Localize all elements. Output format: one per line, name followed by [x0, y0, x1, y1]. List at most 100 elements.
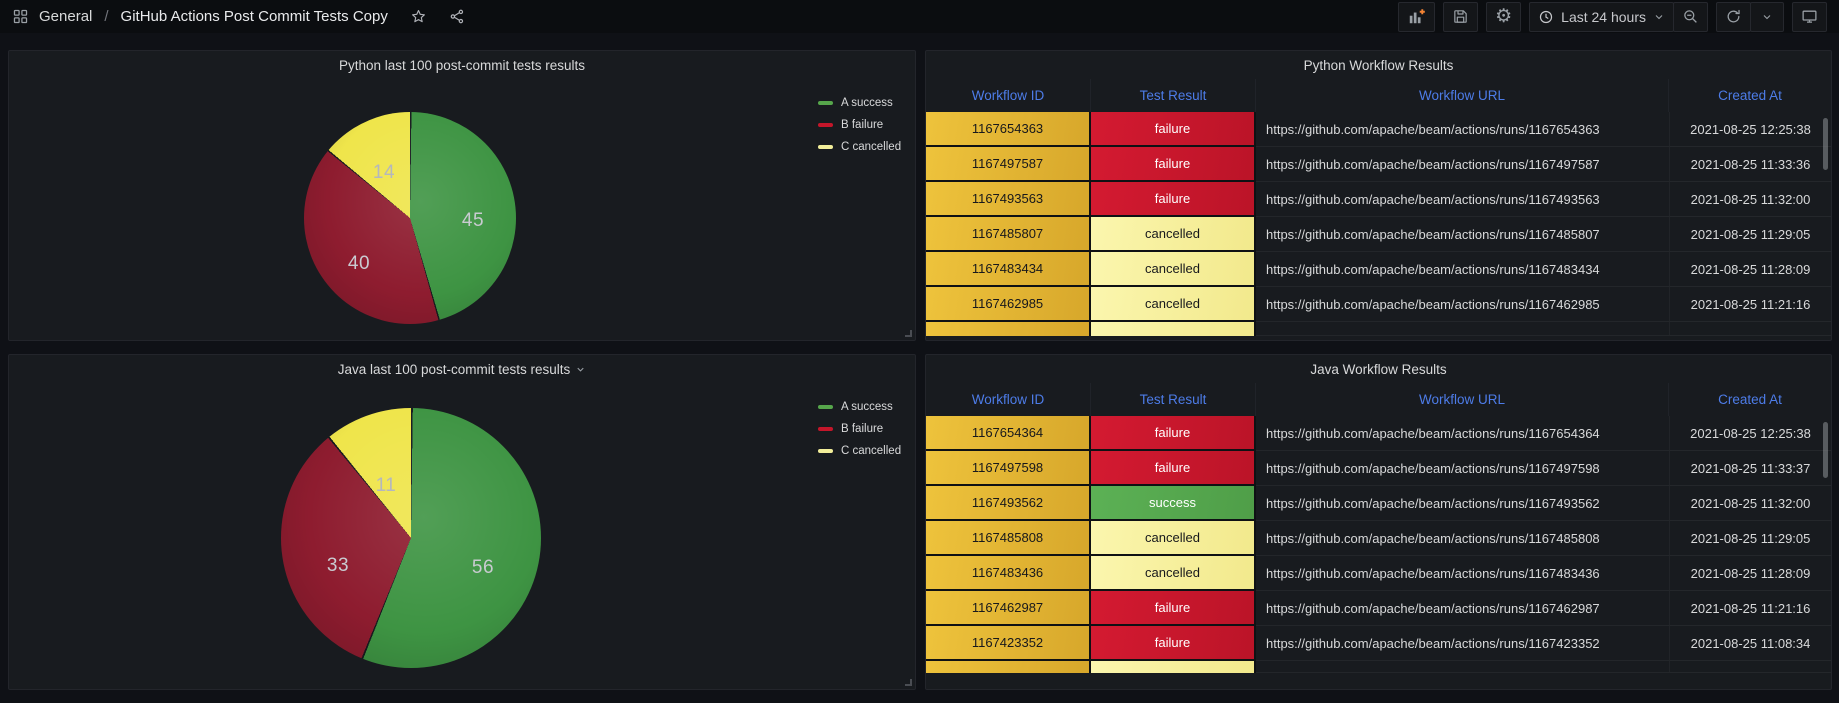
zoom-out-icon	[1684, 10, 1697, 23]
column-header-created-at[interactable]: Created At	[1718, 88, 1782, 103]
panel-title: Python last 100 post-commit tests result…	[338, 57, 586, 73]
workflow-url-cell: https://github.com/apache/beam/actions/r…	[1256, 416, 1669, 451]
table-scrollbar[interactable]	[1823, 118, 1828, 170]
panel-header-java-table[interactable]: Java Workflow Results	[926, 355, 1831, 383]
dashboards-grid-icon[interactable]	[12, 8, 29, 25]
workflow-url-cell: https://github.com/apache/beam/actions/r…	[1256, 451, 1669, 486]
created-at-cell: 2021-08-25 11:33:36	[1669, 147, 1831, 182]
legend: A success B failure C cancelled	[818, 401, 901, 457]
add-panel-button[interactable]	[1398, 1, 1436, 32]
zoom-out-time-button[interactable]	[1673, 1, 1708, 32]
star-icon[interactable]	[410, 8, 427, 25]
created-at-cell: 2021-08-25 12:25:38	[1669, 112, 1831, 147]
table-row: 1167462985 cancelled https://github.com/…	[926, 287, 1831, 322]
pie-value-failure: 40	[347, 253, 371, 274]
test-result-cell	[1091, 661, 1256, 673]
breadcrumb-folder[interactable]: General	[39, 8, 93, 25]
workflow-id-cell: 1167485808	[926, 521, 1091, 556]
column-header-workflow-id[interactable]: Workflow ID	[926, 383, 1091, 416]
top-navbar: General / GitHub Actions Post Commit Tes…	[0, 0, 1839, 33]
created-at-cell	[1669, 661, 1831, 673]
legend-item[interactable]: A success	[818, 97, 901, 109]
workflow-id-cell: 1167462985	[926, 287, 1091, 322]
column-header-workflow-url[interactable]: Workflow URL	[1256, 79, 1669, 112]
legend-label: B failure	[841, 119, 884, 131]
workflow-id-cell: 1167493563	[926, 182, 1091, 217]
table-row: 1167483434 cancelled https://github.com/…	[926, 252, 1831, 287]
legend-swatch	[818, 449, 833, 453]
pie-chart-python[interactable]	[304, 112, 516, 324]
pie-value-success: 45	[461, 210, 485, 231]
legend-swatch	[818, 427, 833, 431]
test-result-cell: failure	[1091, 147, 1256, 182]
share-icon[interactable]	[449, 8, 466, 25]
legend-label: C cancelled	[841, 445, 902, 457]
table-row: 1167462987 failure https://github.com/ap…	[926, 591, 1831, 626]
legend-item[interactable]: C cancelled	[818, 141, 901, 153]
workflow-id-cell	[926, 661, 1091, 673]
column-header-workflow-url[interactable]: Workflow URL	[1256, 383, 1669, 416]
test-result-cell: success	[1091, 486, 1256, 521]
column-header-workflow-id[interactable]: Workflow ID	[926, 79, 1091, 112]
legend-label: B failure	[841, 423, 884, 435]
pie-value-cancelled: 14	[372, 162, 396, 183]
workflow-url-cell: https://github.com/apache/beam/actions/r…	[1256, 112, 1669, 147]
pie-chart-java[interactable]	[281, 408, 541, 668]
test-result-cell: cancelled	[1091, 252, 1256, 287]
workflow-id-cell: 1167654364	[926, 416, 1091, 451]
panel-title: Java Workflow Results	[1310, 361, 1447, 377]
workflow-url-cell: https://github.com/apache/beam/actions/r…	[1256, 556, 1669, 591]
workflow-url-cell: https://github.com/apache/beam/actions/r…	[1256, 626, 1669, 661]
test-result-cell: failure	[1091, 451, 1256, 486]
workflow-url-cell	[1256, 661, 1669, 673]
breadcrumb: General / GitHub Actions Post Commit Tes…	[12, 8, 466, 25]
refresh-interval-button[interactable]	[1750, 1, 1784, 32]
chevron-down-icon	[1763, 14, 1771, 19]
legend-item[interactable]: B failure	[818, 423, 901, 435]
dashboard-settings-button[interactable]: ⚙	[1486, 1, 1522, 32]
legend-swatch	[818, 405, 833, 409]
test-result-cell: cancelled	[1091, 287, 1256, 322]
cycle-view-mode-button[interactable]	[1792, 1, 1827, 32]
time-range-picker[interactable]: Last 24 hours	[1529, 1, 1674, 32]
workflow-url-cell: https://github.com/apache/beam/actions/r…	[1256, 287, 1669, 322]
panel-header-python-pie[interactable]: Python last 100 post-commit tests result…	[9, 51, 915, 79]
workflow-url-cell: https://github.com/apache/beam/actions/r…	[1256, 521, 1669, 556]
test-result-cell: failure	[1091, 416, 1256, 451]
panel-resize-handle[interactable]	[905, 330, 912, 337]
panel-java-pie: Java last 100 post-commit tests results …	[8, 354, 916, 690]
workflow-url-cell: https://github.com/apache/beam/actions/r…	[1256, 147, 1669, 182]
pie-value-cancelled: 11	[375, 475, 397, 496]
legend-item[interactable]: A success	[818, 401, 901, 413]
panel-java-table: Java Workflow Results Workflow ID Test R…	[925, 354, 1832, 690]
workflow-id-cell: 1167483436	[926, 556, 1091, 591]
table-body: 1167654364 failure https://github.com/ap…	[926, 416, 1831, 689]
save-dashboard-button[interactable]	[1443, 1, 1479, 32]
legend-item[interactable]: C cancelled	[818, 445, 901, 457]
table-row: 1167497598 failure https://github.com/ap…	[926, 451, 1831, 486]
workflow-url-cell: https://github.com/apache/beam/actions/r…	[1256, 486, 1669, 521]
refresh-button[interactable]	[1716, 1, 1751, 32]
panel-header-python-table[interactable]: Python Workflow Results	[926, 51, 1831, 79]
legend-item[interactable]: B failure	[818, 119, 901, 131]
table-scrollbar[interactable]	[1823, 422, 1828, 478]
created-at-cell: 2021-08-25 11:29:05	[1669, 521, 1831, 556]
refresh-group	[1716, 1, 1784, 32]
dashboard-title: GitHub Actions Post Commit Tests Copy	[120, 8, 388, 25]
panel-python-pie: Python last 100 post-commit tests result…	[8, 50, 916, 341]
table-row: 1167493563 failure https://github.com/ap…	[926, 182, 1831, 217]
created-at-cell: 2021-08-25 11:32:00	[1669, 486, 1831, 521]
column-header-created-at[interactable]: Created At	[1718, 392, 1782, 407]
panel-resize-handle[interactable]	[905, 679, 912, 686]
created-at-cell: 2021-08-25 11:33:37	[1669, 451, 1831, 486]
column-header-test-result[interactable]: Test Result	[1091, 79, 1256, 112]
column-header-test-result[interactable]: Test Result	[1091, 383, 1256, 416]
test-result-cell: failure	[1091, 626, 1256, 661]
dashboard-grid: Python last 100 post-commit tests result…	[0, 33, 1839, 703]
table-body: 1167654363 failure https://github.com/ap…	[926, 112, 1831, 340]
test-result-cell: failure	[1091, 591, 1256, 626]
legend: A success B failure C cancelled	[818, 97, 901, 153]
legend-label: A success	[841, 401, 893, 413]
add-panel-icon	[1409, 9, 1425, 24]
panel-header-java-pie[interactable]: Java last 100 post-commit tests results	[9, 355, 915, 383]
